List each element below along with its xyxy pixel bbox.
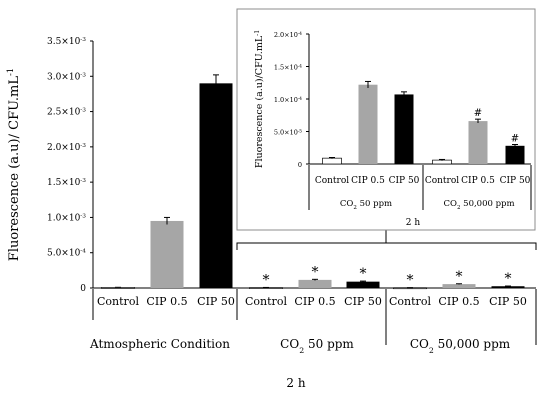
category-label: CIP 0.5 (438, 295, 479, 308)
y-tick-label: 1.5×10-3 (47, 178, 86, 188)
bar (150, 220, 184, 288)
bar (199, 83, 233, 288)
y-tick-label: 3.5×10-3 (47, 37, 86, 47)
significance-marker: * (505, 271, 512, 287)
group-label: CO2 50,000 ppm (443, 199, 514, 211)
y-axis-label: Fluorescence (a.u)/CFU.mL-1 (254, 30, 266, 168)
y-tick-label: 3.0×10-3 (47, 72, 86, 82)
y-tick-label: 1.0×10-4 (274, 96, 302, 105)
zoom-bracket (236, 230, 537, 250)
y-tick-label: 2.0×10-3 (47, 143, 86, 153)
y-tick-label: 5.0×10-5 (274, 128, 302, 137)
category-label: CIP 0.5 (146, 295, 187, 308)
category-label: CIP 0.5 (461, 176, 495, 186)
category-label: CIP 50 (197, 295, 235, 308)
significance-marker: # (474, 108, 482, 119)
significance-marker: * (360, 266, 367, 282)
category-label: Control (425, 176, 459, 186)
y-axis-label: Fluorescence (a.u)/ CFU.mL-1 (5, 68, 22, 261)
category-label: CIP 50 (500, 176, 531, 186)
category-label: CIP 0.5 (294, 295, 335, 308)
bar (442, 284, 476, 288)
category-label: Control (245, 295, 287, 308)
bar (468, 121, 488, 164)
group-label: CO2 50 ppm (340, 199, 392, 211)
group-label: CO2 50 ppm (280, 337, 354, 355)
bar (491, 286, 525, 288)
inset-chart: 0 5.0×10-5 1.0×10-4 1.5×10-4 2.0×10-4 Fluores… (236, 8, 536, 231)
bar (298, 279, 332, 288)
significance-marker: * (407, 273, 414, 289)
bar (322, 157, 342, 165)
category-label: CIP 0.5 (351, 176, 385, 186)
y-tick-label: 1.5×10-4 (274, 63, 302, 72)
group-label: Atmospheric Condition (89, 337, 230, 351)
bar (358, 84, 378, 164)
category-label: Control (97, 295, 139, 308)
bar (505, 145, 525, 164)
significance-marker: * (456, 269, 463, 285)
y-tick-label: 0 (298, 161, 302, 169)
significance-marker: * (312, 264, 319, 280)
main-chart: 0 5.0×10-4 1.0×10-3 1.5×10-3 2.0×10-3 2.5×10-… (5, 37, 537, 390)
significance-marker: * (263, 272, 270, 288)
y-tick-label: 0 (80, 284, 86, 294)
significance-marker: # (511, 134, 519, 145)
x-axis-label: 2 h (286, 376, 305, 390)
category-label: Control (389, 295, 431, 308)
category-label: CIP 50 (389, 176, 420, 186)
y-tick-label: 2.0×10-4 (274, 31, 302, 40)
category-label: Control (315, 176, 349, 186)
group-label: CO2 50,000 ppm (410, 337, 511, 355)
y-tick-label: 5.0×10-4 (47, 249, 86, 259)
bar (394, 94, 414, 164)
y-tick-label: 2.5×10-3 (47, 108, 86, 118)
category-label: CIP 50 (489, 295, 527, 308)
category-label: CIP 50 (344, 295, 382, 308)
inset-frame (236, 8, 536, 231)
y-tick-label: 1.0×10-3 (47, 213, 86, 223)
x-axis-label: 2 h (406, 218, 421, 228)
bar (346, 281, 380, 288)
